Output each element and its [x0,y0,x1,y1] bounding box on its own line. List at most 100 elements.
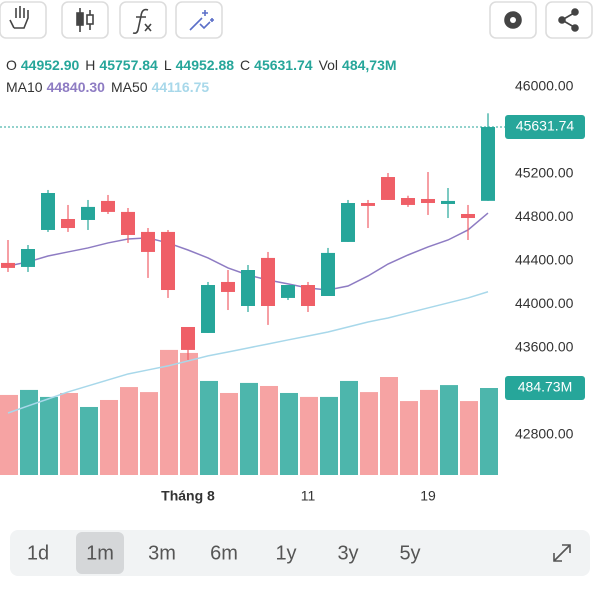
period-option[interactable]: 3m [148,542,176,564]
candle-body [361,203,375,206]
share-icon [558,16,566,24]
volume-bar [260,385,278,475]
candle-body [321,252,335,296]
ma-label: MA50 [111,79,148,95]
period-option[interactable]: 3y [337,542,358,564]
ohlc-value: 45757.84 [99,57,158,73]
last-volume-tag [505,376,585,400]
volume-bar [360,392,378,475]
volume-bar [100,399,118,475]
volume-bar [340,380,358,475]
period-bar [10,530,590,576]
period-option[interactable]: 5y [399,542,420,564]
candle-body [341,203,355,242]
last-price-tag [505,115,585,140]
candle-icon [86,14,94,25]
ohlc-label: H [85,57,95,73]
y-tick-label: 44800.00 [515,208,574,224]
x-tick-label: 19 [420,488,436,504]
volume-bar [320,396,338,475]
hand-icon [9,6,29,29]
candle-body [261,257,275,306]
volume-bar [480,388,498,475]
volume-bar [120,387,138,475]
expand-icon[interactable] [553,544,571,562]
y-tick-label: 44400.00 [515,252,574,268]
share-icon [571,8,579,16]
ma-value: 44840.30 [47,79,106,95]
period-selected [76,532,124,574]
period-options: 1d 1m 3m 6m 1y 3y 5y [27,532,421,574]
magic-icon [189,10,214,31]
ohlc-label: O [6,57,17,73]
ma-line [7,291,489,414]
volume-bar [160,349,178,475]
ohlc-label: C [240,57,250,73]
period-option[interactable]: 1m [86,542,114,564]
fx-button[interactable] [119,1,167,39]
candle-button[interactable] [61,1,109,39]
volume-bar [380,377,398,475]
y-tick-label: 44000.00 [515,295,574,311]
candle-body [61,218,75,229]
candle-body [21,249,35,267]
period-option[interactable]: 1d [27,542,49,564]
candle-body [421,198,435,204]
last-volume-label: 484.73M [518,379,572,395]
y-tick-label: 45200.00 [515,165,574,181]
toolbar [0,1,593,39]
candle-body [161,231,175,291]
candle-icon [76,12,84,26]
candle-body [241,270,255,306]
volume-bar [80,406,98,475]
candle-body [41,193,55,230]
fx-icon [132,8,152,34]
candle-body [221,281,235,292]
x-tick-label: 11 [301,488,316,504]
volume-bar [200,380,218,475]
volume-bar [400,401,418,475]
ohlc-value: 484,73M [342,57,396,73]
share-icon [571,24,579,32]
volume-bar [460,401,478,475]
candle-body [281,285,295,298]
share-button[interactable] [545,1,593,39]
candle-body [441,200,455,204]
last-price-label: 45631.74 [516,118,575,134]
candle-body [181,326,195,350]
gear-icon [510,17,516,23]
volume-bar [440,385,458,475]
volume-bar [300,396,318,475]
candle-body [381,177,395,200]
period-option[interactable]: 6m [210,542,238,564]
candle-body [401,198,415,205]
ohlc-header: O 44952.90 H 45757.84 L 44952.88 C 45631.74 Vol 4… [6,57,397,73]
candle-body [481,127,495,201]
ohlc-value: 44952.88 [176,57,235,73]
candle-body [461,213,475,219]
candle-body [101,200,115,212]
ma-header: MA10 44840.30 MA50 44116.75 [6,79,209,95]
candle-body [141,231,155,252]
volume-bar [20,389,38,475]
hand-button[interactable] [0,1,47,39]
volume-bar [420,389,438,475]
candle-body [121,211,135,235]
volume-bar [240,382,258,475]
x-tick-label: Tháng 8 [161,488,215,504]
ohlc-label: L [164,57,172,73]
y-tick-label: 42800.00 [515,426,574,442]
volume-bar [0,394,18,475]
ma-value: 44116.75 [152,79,210,95]
chart: Tháng 8 11 19 46000.00 45200.00 44800.00 44400… [0,78,585,504]
candle-body [81,206,95,220]
volume-bar [60,392,78,475]
volume-bar [140,392,158,475]
period-option[interactable]: 1y [275,542,296,564]
candle-body [1,262,15,268]
ohlc-value: 45631.74 [254,57,313,73]
volume-bar [220,392,238,475]
ohlc-value: 44952.90 [21,57,80,73]
y-tick-label: 43600.00 [515,339,574,355]
